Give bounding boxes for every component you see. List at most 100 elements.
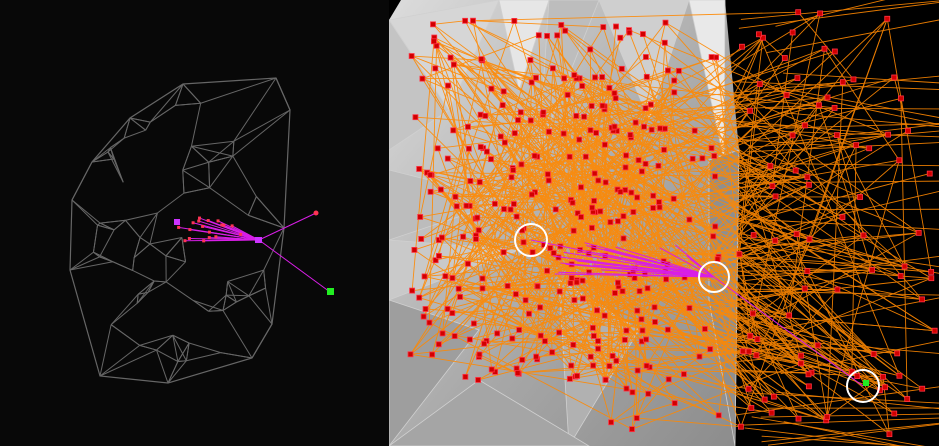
path-node [708,54,715,60]
path-segment [604,108,889,136]
wireframe-edge [227,281,250,297]
wireframe-edge [265,288,273,325]
path-node [602,376,609,383]
path-node [470,17,476,24]
path-node [546,128,552,135]
wireframe-edge [110,302,138,326]
path-node [462,17,469,24]
closeup-ray [713,276,864,387]
path-segment [428,45,438,323]
left-wireframe-viewport[interactable] [0,0,389,446]
path-node [676,67,682,74]
path-node [618,65,625,72]
wireframe-edge [177,360,187,362]
wireframe-edge [139,237,151,245]
path-segment [740,0,939,20]
path-node [689,155,696,162]
path-segment [636,379,670,419]
path-node [431,38,437,45]
path-node [573,279,580,286]
path-node [686,305,693,311]
path-segment [517,365,647,374]
path-node [696,353,703,360]
path-node [476,179,483,185]
path-node [595,338,601,344]
wireframe-edge [167,360,187,384]
path-node [613,23,619,30]
path-node [870,351,877,357]
path-node [860,232,867,239]
path-segment [788,288,806,316]
path-node [594,307,600,314]
path-segment [613,110,751,132]
path-node [792,167,799,174]
path-segment [624,163,646,191]
wireframe-edge [185,342,190,361]
path-segment [641,277,685,342]
path-node [432,65,439,72]
path-segment [410,353,772,414]
path-nodes [407,9,938,438]
path-node [556,329,562,336]
path-segment [411,55,607,381]
path-node [545,177,552,184]
path-segment [518,75,575,331]
path-node [805,383,812,390]
right-closeup-viewport[interactable] [389,0,939,446]
left-sample-point [206,219,210,223]
wireframe-edge [100,219,126,224]
path-node [501,206,507,212]
wireframe-edge [99,349,157,377]
path-node [795,415,802,422]
path-node [477,144,484,150]
path-node [633,415,640,421]
path-node [590,362,597,369]
path-segment [780,340,939,375]
path-node [580,295,586,302]
path-segment [574,184,810,301]
path-node [628,189,635,196]
wireframe-edge [93,251,100,258]
path-node [592,74,598,81]
path-segment [534,191,810,387]
path-node [626,29,633,36]
left-ray [258,212,317,241]
closeup-ray [530,239,715,278]
path-node [738,423,744,430]
path-node [623,327,630,334]
path-node [804,268,811,275]
path-node [416,294,423,301]
path-segment [631,192,935,332]
path-segment [651,94,787,131]
path-node [634,367,641,374]
path-segment [467,263,649,395]
path-segment [746,142,939,153]
path-node [588,103,595,109]
left-source-marker [174,219,180,225]
path-node [650,192,657,199]
path-node [475,227,482,234]
path-segment [717,258,923,300]
path-segment [614,292,685,375]
path-node [510,201,517,207]
path-node [466,336,473,343]
highlight-markers [514,223,880,403]
path-node [615,218,621,225]
wireframe-edge [275,77,291,111]
wireframe-edge [227,269,264,282]
closeup-target-marker [863,380,869,386]
wireframe-edge [222,310,253,359]
path-segment [473,11,799,22]
path-node [805,371,812,378]
wireframe-edge [167,361,179,384]
path-segment [761,422,939,443]
wireframe-edges [69,77,291,384]
path-node [514,370,521,376]
left-ray [202,225,260,241]
path-node [599,102,606,109]
left-sample-point [220,223,224,227]
wireframe-edge [232,155,257,197]
left-wireframe-svg [69,77,334,384]
path-node [772,237,779,244]
path-node [904,396,911,402]
